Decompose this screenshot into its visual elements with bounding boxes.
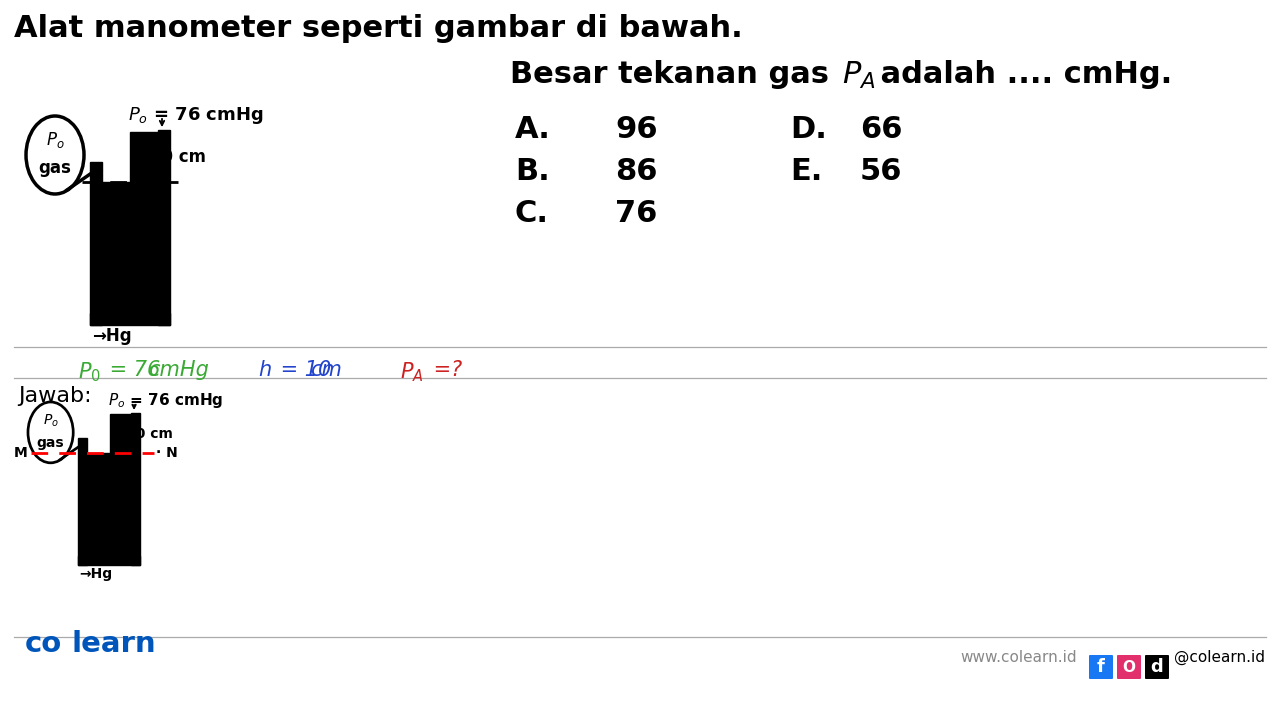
- Text: co: co: [26, 630, 63, 658]
- Text: 56: 56: [860, 157, 902, 186]
- Text: @colearn.id: @colearn.id: [1174, 649, 1265, 665]
- FancyBboxPatch shape: [1117, 655, 1140, 679]
- Text: Besar tekanan gas: Besar tekanan gas: [509, 60, 840, 89]
- Bar: [78, 556, 141, 565]
- Text: A.: A.: [515, 115, 550, 144]
- Text: gas: gas: [37, 436, 64, 449]
- Text: 10 cm: 10 cm: [150, 148, 206, 166]
- FancyBboxPatch shape: [1146, 655, 1169, 679]
- Text: =?: =?: [428, 360, 462, 380]
- Text: · N: · N: [156, 446, 178, 461]
- Text: C.: C.: [515, 199, 549, 228]
- Bar: [78, 438, 87, 444]
- Text: = 76: = 76: [102, 360, 166, 380]
- Text: $P_o$ = 76 cmHg: $P_o$ = 76 cmHg: [128, 105, 264, 126]
- Text: gas: gas: [38, 159, 72, 177]
- Text: $P_o$ = 76 cmHg: $P_o$ = 76 cmHg: [109, 391, 224, 410]
- Text: →Hg: →Hg: [79, 567, 113, 580]
- Text: M: M: [14, 446, 28, 461]
- Text: $h$: $h$: [259, 360, 271, 380]
- Text: O: O: [1123, 660, 1135, 675]
- Bar: [157, 130, 170, 325]
- Text: Alat manometer seperti gambar di bawah.: Alat manometer seperti gambar di bawah.: [14, 14, 742, 43]
- Text: = 10: = 10: [274, 360, 338, 380]
- Text: cm: cm: [310, 360, 342, 380]
- Text: B.: B.: [515, 157, 549, 186]
- FancyBboxPatch shape: [1089, 655, 1114, 679]
- Text: 66: 66: [860, 115, 902, 144]
- Bar: [131, 413, 141, 565]
- Text: $P_0$: $P_0$: [78, 360, 101, 384]
- Text: d: d: [1151, 658, 1164, 676]
- Text: $P_o$: $P_o$: [46, 130, 64, 150]
- Text: $P_A$: $P_A$: [842, 60, 876, 91]
- Text: 96: 96: [614, 115, 658, 144]
- Bar: [78, 444, 87, 565]
- Bar: [110, 415, 131, 454]
- Bar: [90, 162, 102, 170]
- Text: 76: 76: [614, 199, 658, 228]
- Bar: [90, 313, 170, 325]
- Text: $P_A$: $P_A$: [399, 360, 424, 384]
- Bar: [87, 454, 131, 556]
- Text: Jawab:: Jawab:: [18, 386, 92, 406]
- Text: →Hg: →Hg: [92, 327, 132, 345]
- Text: f: f: [1097, 658, 1105, 676]
- Text: learn: learn: [72, 630, 156, 658]
- Text: 10 cm: 10 cm: [125, 427, 173, 441]
- Text: cmHg: cmHg: [148, 360, 209, 380]
- Text: $P_o$: $P_o$: [42, 412, 59, 428]
- Text: www.colearn.id: www.colearn.id: [960, 650, 1076, 665]
- Text: E.: E.: [790, 157, 822, 186]
- Text: 86: 86: [614, 157, 658, 186]
- Bar: [90, 170, 102, 325]
- Bar: [131, 132, 157, 182]
- Text: adalah .... cmHg.: adalah .... cmHg.: [870, 60, 1172, 89]
- Bar: [102, 182, 157, 313]
- Text: D.: D.: [790, 115, 827, 144]
